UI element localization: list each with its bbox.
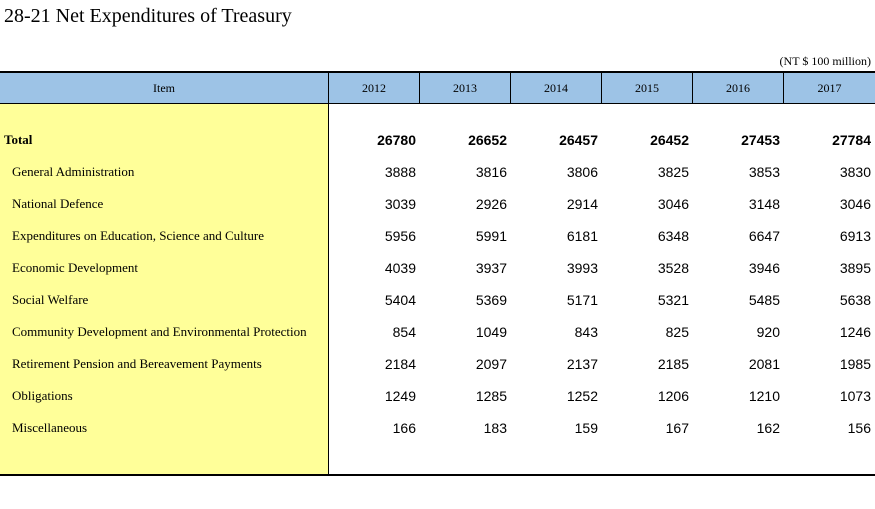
cell-value: 843	[574, 324, 598, 340]
cell-value: 6647	[748, 228, 780, 244]
header-year-2013: 2013	[419, 73, 510, 104]
cell-value: 5956	[384, 228, 416, 244]
cell-value: 5404	[384, 292, 416, 308]
table-row: General Administration 3888 3816 3806 3825 38…	[0, 156, 875, 188]
cell-value: 1249	[384, 388, 416, 404]
cell-value: 2184	[384, 356, 416, 372]
cell-value: 5171	[566, 292, 598, 308]
table-row: Miscellaneous 166 183 159 167 162 156	[0, 412, 875, 444]
table-row: Obligations 1249 1285 1252 1206 1210 1073	[0, 380, 875, 412]
cell-value: 162	[756, 420, 780, 436]
table-bottom-rule	[0, 474, 875, 476]
cell-value: 1985	[839, 356, 871, 372]
cell-value: 3853	[748, 164, 780, 180]
cell-value: 3148	[748, 196, 780, 212]
cell-value: 3039	[384, 196, 416, 212]
row-label: Retirement Pension and Bereavement Payme…	[12, 356, 262, 371]
cell-value: 3046	[839, 196, 871, 212]
cell-value: 26457	[559, 132, 598, 148]
table-row: Community Development and Environmental …	[0, 316, 875, 348]
cell-value: 1073	[839, 388, 871, 404]
cell-value: 3937	[475, 260, 507, 276]
cell-value: 5321	[657, 292, 689, 308]
cell-value: 854	[392, 324, 416, 340]
row-label: Total	[4, 132, 33, 147]
column-divider	[328, 104, 329, 475]
cell-value: 26452	[650, 132, 689, 148]
cell-value: 183	[483, 420, 507, 436]
cell-value: 3993	[566, 260, 598, 276]
cell-value: 3895	[839, 260, 871, 276]
row-label: Obligations	[12, 388, 73, 403]
table-row: Expenditures on Education, Science and C…	[0, 220, 875, 252]
row-label: Economic Development	[12, 260, 138, 275]
cell-value: 825	[665, 324, 689, 340]
cell-value: 1246	[839, 324, 871, 340]
item-column-background	[0, 104, 328, 475]
header-year-2012: 2012	[328, 73, 419, 104]
cell-value: 2914	[566, 196, 598, 212]
unit-label: (NT $ 100 million)	[779, 54, 871, 68]
row-label: National Defence	[12, 196, 104, 211]
cell-value: 1210	[748, 388, 780, 404]
table-row: Retirement Pension and Bereavement Payme…	[0, 348, 875, 380]
table-row-total: Total 26780 26652 26457 26452 27453 27784	[0, 124, 875, 156]
header-year-2014: 2014	[510, 73, 601, 104]
cell-value: 2097	[475, 356, 507, 372]
cell-value: 26780	[377, 132, 416, 148]
cell-value: 920	[756, 324, 780, 340]
row-label: Community Development and Environmental …	[12, 324, 307, 339]
cell-value: 167	[665, 420, 689, 436]
cell-value: 3806	[566, 164, 598, 180]
cell-value: 3046	[657, 196, 689, 212]
cell-value: 6913	[839, 228, 871, 244]
row-label: Social Welfare	[12, 292, 89, 307]
cell-value: 2137	[566, 356, 598, 372]
cell-value: 1049	[475, 324, 507, 340]
cell-value: 3816	[475, 164, 507, 180]
table-header: Item 2012 2013 2014 2015 2016 2017	[0, 71, 875, 104]
cell-value: 1252	[566, 388, 598, 404]
row-label: Miscellaneous	[12, 420, 88, 435]
cell-value: 27453	[741, 132, 780, 148]
cell-value: 2081	[748, 356, 780, 372]
cell-value: 2185	[657, 356, 689, 372]
cell-value: 3528	[657, 260, 689, 276]
header-item: Item	[153, 81, 175, 95]
cell-value: 156	[847, 420, 871, 436]
cell-value: 6348	[657, 228, 689, 244]
cell-value: 1206	[657, 388, 689, 404]
cell-value: 1285	[475, 388, 507, 404]
row-label: Expenditures on Education, Science and C…	[12, 228, 264, 243]
header-year-2015: 2015	[601, 73, 692, 104]
cell-value: 26652	[468, 132, 507, 148]
cell-value: 166	[392, 420, 416, 436]
table-row: National Defence 3039 2926 2914 3046 3148 3046	[0, 188, 875, 220]
cell-value: 5369	[475, 292, 507, 308]
cell-value: 5991	[475, 228, 507, 244]
row-label: General Administration	[12, 164, 135, 179]
cell-value: 3888	[384, 164, 416, 180]
cell-value: 6181	[566, 228, 598, 244]
cell-value: 3830	[839, 164, 871, 180]
cell-value: 159	[574, 420, 598, 436]
table-row: Social Welfare 5404 5369 5171 5321 5485 5638	[0, 284, 875, 316]
cell-value: 3946	[748, 260, 780, 276]
cell-value: 3825	[657, 164, 689, 180]
cell-value: 27784	[832, 132, 871, 148]
table-row: Economic Development 4039 3937 3993 3528 3946…	[0, 252, 875, 284]
cell-value: 2926	[475, 196, 507, 212]
header-year-2017: 2017	[783, 73, 875, 104]
cell-value: 5485	[748, 292, 780, 308]
cell-value: 5638	[839, 292, 871, 308]
header-year-2016: 2016	[692, 73, 783, 104]
page-title: 28-21 Net Expenditures of Treasury	[4, 5, 292, 27]
cell-value: 4039	[384, 260, 416, 276]
